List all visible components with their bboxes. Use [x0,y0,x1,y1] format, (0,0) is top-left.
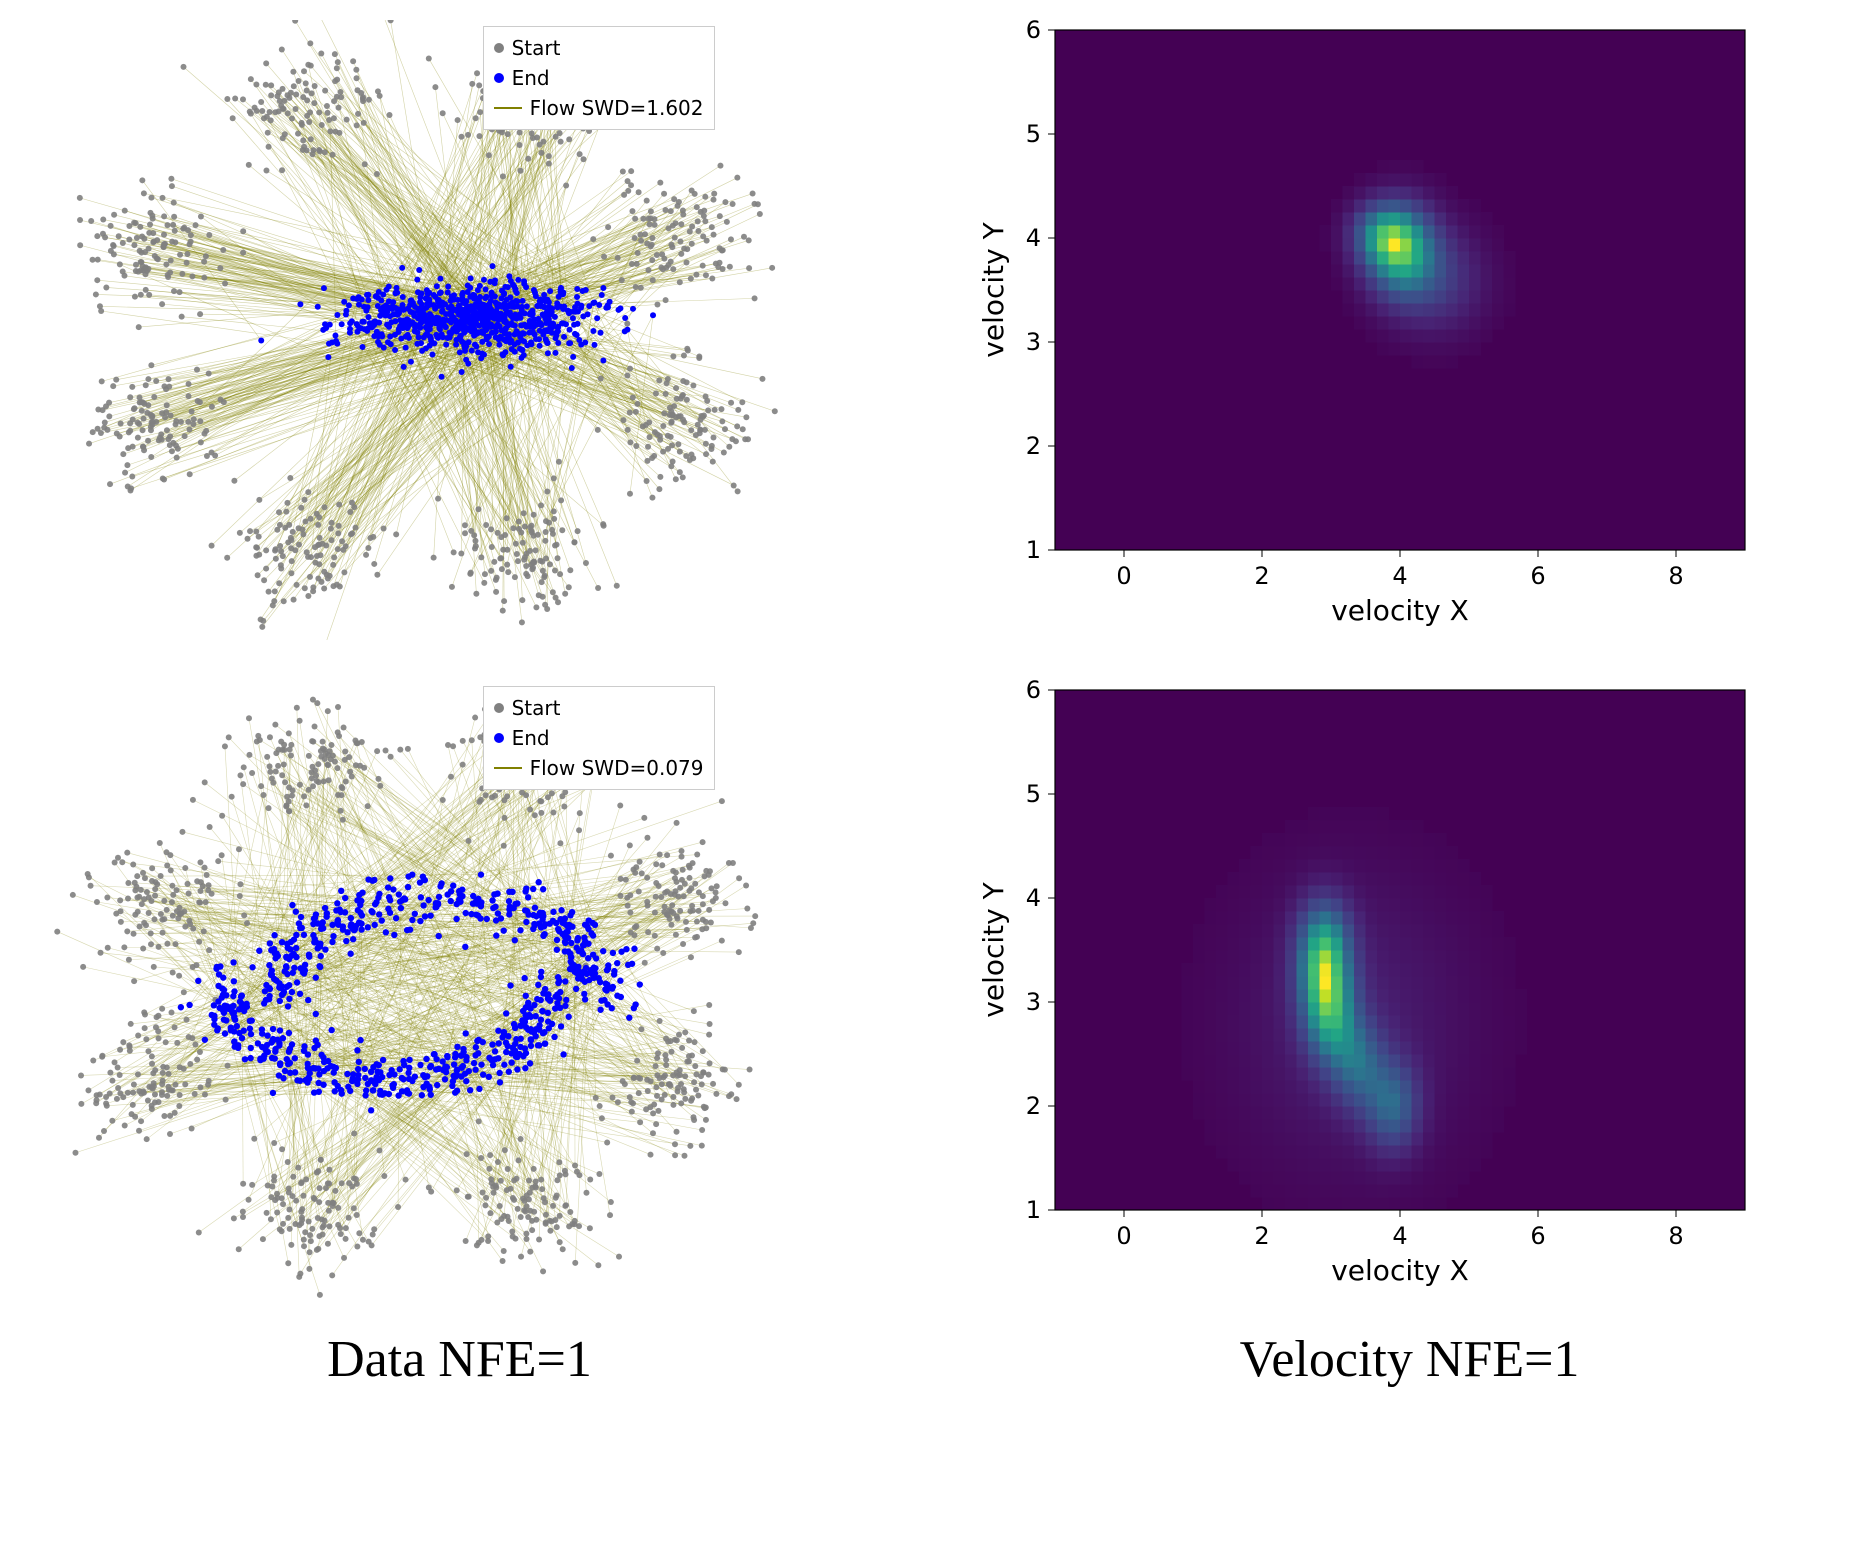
heatmap-plot-top: 0 2 4 6 8 1 2 3 4 5 6 velocity X velocity Y [975,20,1755,640]
panel-bottom-right: 02468123456velocity Xvelocity Y [975,680,1845,1300]
svg-text:2: 2 [1254,562,1269,590]
legend-dot-icon [494,733,504,743]
legend-bottom-left: StartEndFlow SWD=0.079 [483,686,715,790]
legend-item: Flow SWD=1.602 [494,93,704,123]
legend-item: Start [494,33,704,63]
legend-label: End [512,63,550,93]
flow-plot-bottom: StartEndFlow SWD=0.079 [25,680,805,1300]
svg-text:2: 2 [1025,432,1040,460]
legend-dot-icon [494,703,504,713]
legend-top-left: StartEndFlow SWD=1.602 [483,26,715,130]
legend-label: Start [512,33,561,63]
svg-text:8: 8 [1668,562,1683,590]
legend-item: End [494,63,704,93]
legend-line-icon [494,107,522,109]
legend-label: Start [512,693,561,723]
caption-left: Data NFE=1 [25,1330,895,1389]
svg-text:5: 5 [1025,120,1040,148]
svg-text:6: 6 [1025,20,1040,44]
svg-text:velocity Y: velocity Y [977,221,1010,357]
heatmap-svg-top: 0 2 4 6 8 1 2 3 4 5 6 velocity X velocity Y [975,20,1755,640]
flow-plot-top: StartEndFlow SWD=1.602 [25,20,805,640]
svg-text:6: 6 [1530,562,1545,590]
legend-item: Flow SWD=0.079 [494,753,704,783]
svg-text:1: 1 [1025,536,1040,564]
caption-right: Velocity NFE=1 [975,1330,1845,1389]
svg-text:0: 0 [1116,562,1131,590]
legend-label: Flow SWD=1.602 [530,93,704,123]
panel-top-left: StartEndFlow SWD=1.602 [25,20,895,640]
legend-item: Start [494,693,704,723]
legend-label: End [512,723,550,753]
subplot-grid: StartEndFlow SWD=1.602 02468123456veloci… [25,20,1845,1300]
legend-label: Flow SWD=0.079 [530,753,704,783]
legend-dot-icon [494,73,504,83]
svg-text:4: 4 [1025,224,1040,252]
legend-dot-icon [494,43,504,53]
caption-row: Data NFE=1 Velocity NFE=1 [25,1330,1845,1389]
svg-text:4: 4 [1392,562,1407,590]
figure-root: StartEndFlow SWD=1.602 02468123456veloci… [25,20,1845,1389]
panel-bottom-left: StartEndFlow SWD=0.079 [25,680,895,1300]
svg-text:3: 3 [1025,328,1040,356]
legend-line-icon [494,767,522,769]
svg-text:velocity X: velocity X [1331,594,1469,627]
heatmap-plot-bottom: 02468123456velocity Xvelocity Y [975,680,1755,1300]
heatmap-svg-bottom: 02468123456velocity Xvelocity Y [975,680,1755,1300]
legend-item: End [494,723,704,753]
panel-top-right: 0 2 4 6 8 1 2 3 4 5 6 velocity X velocity Y [975,20,1845,640]
